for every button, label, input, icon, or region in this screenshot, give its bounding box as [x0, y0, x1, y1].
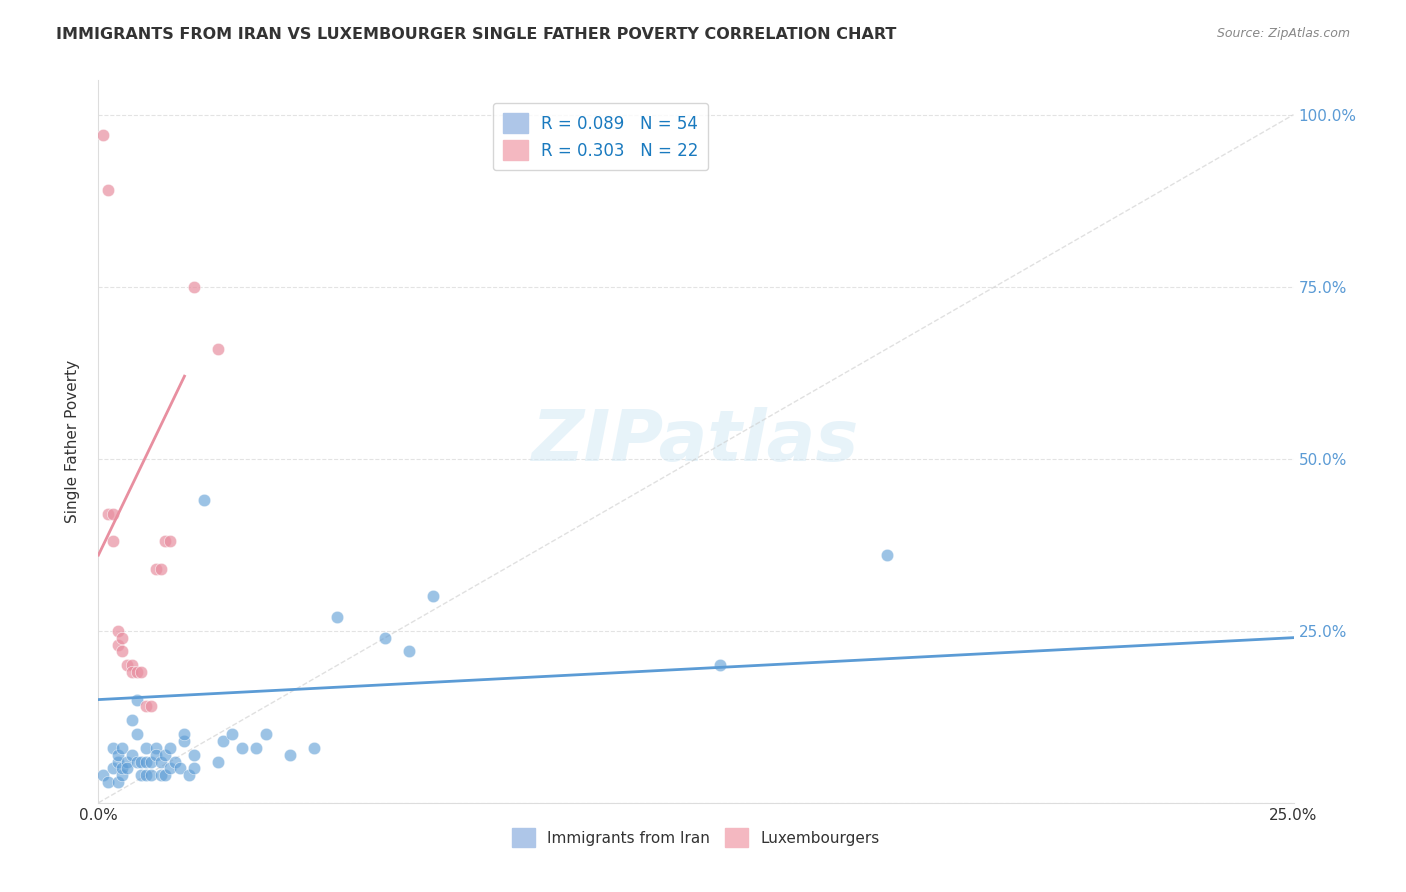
Point — [155, 534, 177, 549]
Point — [422, 590, 444, 604]
Point — [97, 507, 120, 521]
Point — [155, 768, 177, 782]
Point — [131, 768, 153, 782]
Point — [111, 768, 134, 782]
Point — [207, 755, 229, 769]
Point — [155, 747, 177, 762]
Point — [183, 761, 205, 775]
Point — [111, 631, 134, 645]
Point — [101, 507, 124, 521]
Point — [193, 493, 215, 508]
Point — [149, 562, 172, 576]
Point — [121, 747, 143, 762]
Point — [207, 342, 229, 356]
Point — [183, 279, 205, 293]
Point — [125, 692, 148, 706]
Point — [135, 768, 157, 782]
Point — [163, 755, 186, 769]
Point — [173, 727, 195, 741]
Point — [145, 747, 167, 762]
Point — [91, 128, 114, 143]
Legend: R = 0.089   N = 54, R = 0.303   N = 22: R = 0.089 N = 54, R = 0.303 N = 22 — [492, 103, 709, 170]
Point — [302, 740, 325, 755]
Point — [254, 727, 277, 741]
Point — [125, 665, 148, 679]
Point — [245, 740, 267, 755]
Point — [101, 761, 124, 775]
Text: Source: ZipAtlas.com: Source: ZipAtlas.com — [1216, 27, 1350, 40]
Point — [169, 761, 191, 775]
Point — [173, 734, 195, 748]
Point — [115, 755, 138, 769]
Point — [135, 699, 157, 714]
Point — [107, 747, 129, 762]
Point — [107, 755, 129, 769]
Point — [211, 734, 233, 748]
Point — [121, 665, 143, 679]
Point — [97, 775, 120, 789]
Point — [121, 713, 143, 727]
Point — [159, 534, 181, 549]
Point — [159, 740, 181, 755]
Point — [231, 740, 253, 755]
Point — [374, 631, 396, 645]
Point — [107, 775, 129, 789]
Point — [111, 761, 134, 775]
Text: ZIPatlas: ZIPatlas — [533, 407, 859, 476]
Point — [139, 768, 162, 782]
Point — [221, 727, 243, 741]
Point — [101, 740, 124, 755]
Point — [121, 658, 143, 673]
Point — [145, 740, 167, 755]
Point — [91, 768, 114, 782]
Point — [107, 624, 129, 638]
Point — [139, 755, 162, 769]
Point — [139, 699, 162, 714]
Point — [115, 761, 138, 775]
Point — [149, 755, 172, 769]
Point — [159, 761, 181, 775]
Point — [131, 665, 153, 679]
Point — [398, 644, 420, 658]
Point — [326, 610, 349, 624]
Point — [876, 548, 898, 562]
Point — [709, 658, 731, 673]
Point — [97, 183, 120, 197]
Point — [278, 747, 301, 762]
Point — [149, 768, 172, 782]
Y-axis label: Single Father Poverty: Single Father Poverty — [65, 360, 80, 523]
Point — [111, 644, 134, 658]
Point — [125, 755, 148, 769]
Point — [131, 755, 153, 769]
Point — [115, 658, 138, 673]
Point — [183, 747, 205, 762]
Text: IMMIGRANTS FROM IRAN VS LUXEMBOURGER SINGLE FATHER POVERTY CORRELATION CHART: IMMIGRANTS FROM IRAN VS LUXEMBOURGER SIN… — [56, 27, 897, 42]
Point — [101, 534, 124, 549]
Point — [135, 755, 157, 769]
Point — [179, 768, 201, 782]
Point — [135, 740, 157, 755]
Point — [111, 740, 134, 755]
Point — [125, 727, 148, 741]
Point — [145, 562, 167, 576]
Point — [107, 638, 129, 652]
